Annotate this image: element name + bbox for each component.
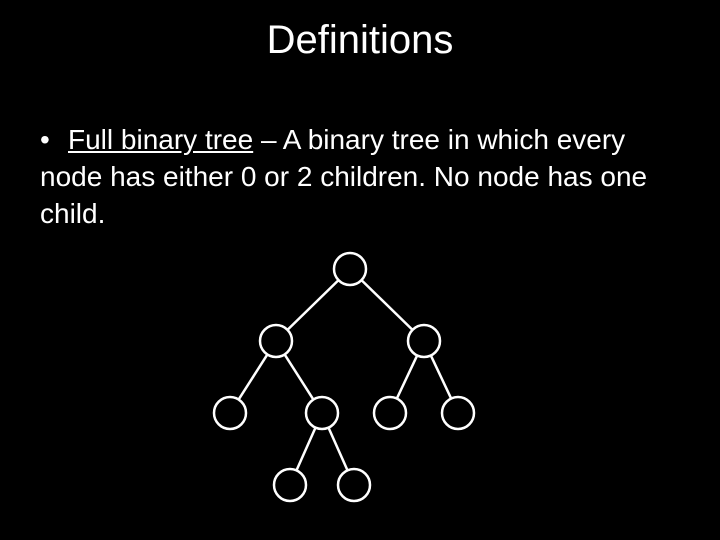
tree-edge xyxy=(287,280,338,330)
definition-separator: – xyxy=(253,124,283,155)
tree-node xyxy=(306,397,338,429)
tree-edge xyxy=(239,354,268,399)
tree-node xyxy=(260,325,292,357)
definition-term: Full binary tree xyxy=(68,124,253,155)
tree-edge xyxy=(285,354,314,399)
tree-edge xyxy=(328,428,347,471)
tree-edge xyxy=(361,280,412,330)
bullet-item: •Full binary tree – A binary tree in whi… xyxy=(40,122,660,233)
tree-edge xyxy=(397,355,417,398)
binary-tree-diagram xyxy=(190,245,530,525)
tree-edge xyxy=(431,355,451,398)
tree-edge xyxy=(296,428,315,471)
slide-title: Definitions xyxy=(0,18,720,63)
slide: Definitions •Full binary tree – A binary… xyxy=(0,0,720,540)
tree-node xyxy=(338,469,370,501)
tree-node xyxy=(374,397,406,429)
tree-node xyxy=(442,397,474,429)
tree-node xyxy=(214,397,246,429)
tree-node xyxy=(334,253,366,285)
tree-node xyxy=(408,325,440,357)
tree-node xyxy=(274,469,306,501)
bullet-text: Full binary tree – A binary tree in whic… xyxy=(40,124,647,229)
bullet-symbol: • xyxy=(40,122,68,159)
